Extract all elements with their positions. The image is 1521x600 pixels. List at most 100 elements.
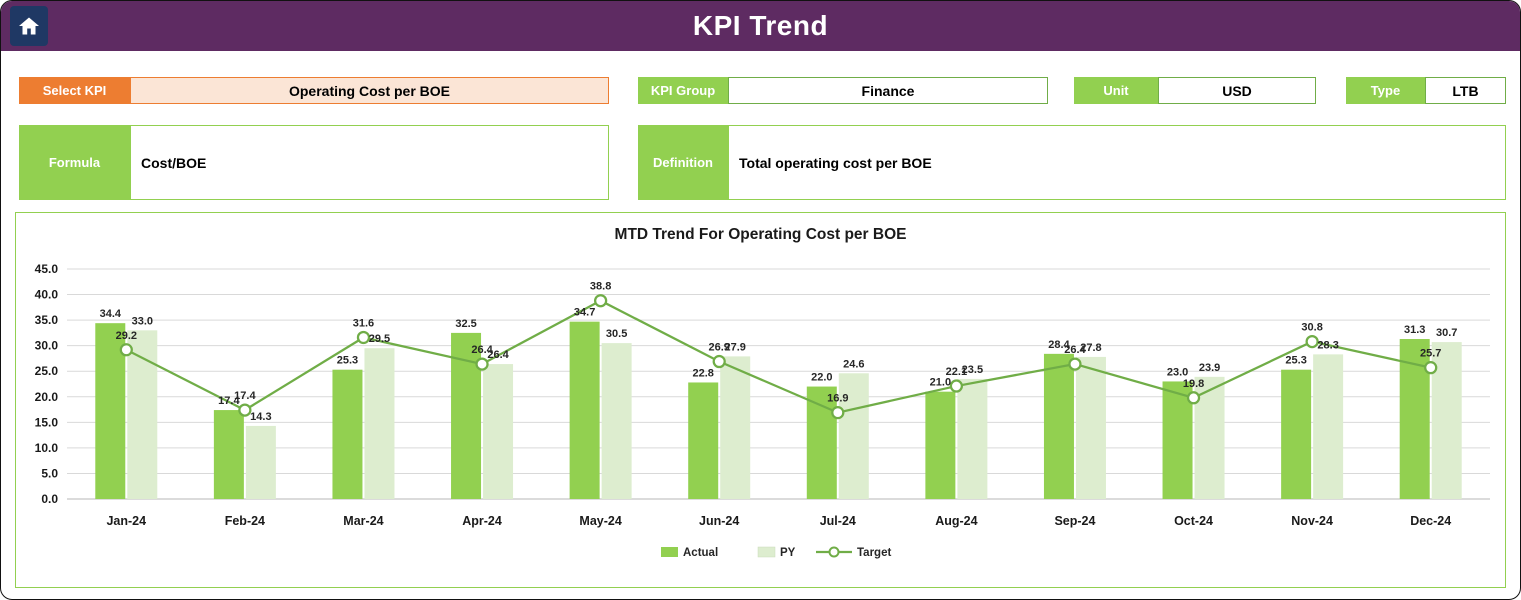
bar-actual (925, 391, 956, 499)
target-marker (594, 294, 608, 308)
target-marker (119, 343, 133, 357)
py-data-label: 27.9 (724, 341, 745, 353)
py-data-label: 24.6 (843, 358, 864, 370)
target-data-label: 38.8 (590, 281, 611, 293)
x-axis-label: Jun-24 (699, 514, 739, 528)
type-label: Type (1346, 77, 1425, 104)
bar-py (957, 378, 988, 499)
page-title: KPI Trend (692, 10, 829, 41)
actual-data-label: 23.0 (1167, 366, 1188, 378)
actual-data-label: 25.3 (1285, 355, 1306, 367)
target-data-label: 22.1 (946, 366, 967, 378)
x-axis-label: Aug-24 (935, 514, 977, 528)
y-axis-tick-label: 10.0 (35, 441, 59, 455)
target-data-label: 17.4 (234, 390, 256, 402)
py-data-label: 23.5 (962, 364, 983, 376)
py-data-label: 28.3 (1317, 339, 1338, 351)
target-marker (356, 330, 371, 345)
target-marker (1424, 361, 1438, 375)
definition-field: Total operating cost per BOE (728, 125, 1506, 200)
legend-label-target: Target (857, 547, 891, 559)
legend-swatch-py (757, 546, 776, 558)
type-field: LTB (1425, 77, 1506, 104)
target-marker (831, 405, 845, 420)
home-icon (19, 17, 39, 35)
target-data-label: 26.9 (708, 342, 729, 354)
target-marker (475, 357, 489, 371)
select-kpi-field[interactable]: Operating Cost per BOE (130, 77, 609, 104)
x-axis-label: Jan-24 (106, 514, 146, 528)
target-data-label: 30.8 (1301, 322, 1322, 334)
kpi-trend-chart: 0.0 5.0 10.0 15.0 20.0 25.0 30.0 35.0 40.0 45.0 34… (35, 262, 1490, 559)
target-marker (712, 354, 726, 369)
actual-data-label: 28.4 (1048, 339, 1070, 351)
actual-data-label: 21.0 (930, 377, 951, 389)
actual-data-label: 31.3 (1404, 324, 1425, 336)
bar-py (720, 356, 751, 499)
target-marker (1305, 334, 1319, 349)
target-data-label: 31.6 (353, 317, 374, 329)
target-marker (238, 403, 252, 417)
target-line (125, 299, 1431, 414)
legend-swatch-actual (661, 547, 678, 557)
x-axis-label: Feb-24 (225, 514, 265, 528)
y-axis-tick-label: 20.0 (35, 390, 59, 404)
py-data-label: 23.9 (1199, 362, 1220, 374)
bar-actual (1043, 353, 1074, 499)
home-button[interactable] (10, 6, 48, 46)
chart-title: MTD Trend For Operating Cost per BOE (614, 226, 907, 243)
target-marker (1186, 391, 1201, 405)
target-data-label: 26.4 (471, 344, 493, 356)
py-data-label: 26.4 (487, 349, 509, 361)
x-axis-label: Mar-24 (343, 514, 383, 528)
header-bar: KPI Trend (1, 1, 1520, 51)
formula-label: Formula (19, 125, 130, 200)
target-marker (1068, 357, 1082, 371)
x-axis-label: Nov-24 (1291, 514, 1333, 528)
x-axis-label: Dec-24 (1410, 514, 1451, 528)
legend-marker-target (828, 546, 840, 558)
actual-data-label: 34.7 (574, 307, 595, 319)
actual-data-label: 25.3 (337, 355, 358, 367)
kpi-group-field: Finance (728, 77, 1048, 104)
x-axis-label: Oct-24 (1174, 514, 1213, 528)
bar-actual (1281, 369, 1312, 499)
target-marker (949, 379, 963, 393)
target-data-label: 25.7 (1420, 348, 1441, 360)
definition-label: Definition (638, 125, 728, 200)
y-axis-tick-label: 25.0 (35, 364, 59, 378)
py-data-label: 29.5 (369, 333, 390, 345)
unit-field: USD (1158, 77, 1316, 104)
bar-actual (688, 382, 719, 499)
bar-py (364, 348, 395, 499)
py-data-label: 14.3 (250, 411, 271, 423)
target-data-label: 19.8 (1183, 378, 1204, 390)
actual-data-label: 32.5 (455, 318, 476, 330)
actual-data-label: 22.8 (692, 367, 713, 379)
y-axis-tick-label: 15.0 (35, 415, 59, 429)
x-axis-label: Sep-24 (1054, 514, 1095, 528)
actual-data-label: 22.0 (811, 372, 832, 384)
actual-data-label: 17.4 (218, 395, 240, 407)
bar-actual (332, 369, 363, 499)
bar-actual (569, 321, 600, 499)
unit-label: Unit (1074, 77, 1158, 104)
x-axis-label: Apr-24 (462, 514, 502, 528)
y-axis-tick-label: 30.0 (35, 339, 59, 353)
y-axis-tick-label: 40.0 (35, 288, 59, 302)
target-data-label: 29.2 (116, 330, 137, 342)
formula-field: Cost/BOE (130, 125, 609, 200)
bar-actual (213, 410, 244, 499)
y-axis-tick-label: 5.0 (41, 466, 58, 480)
bar-actual (1162, 381, 1193, 499)
chart-panel: MTD Trend For Operating Cost per BOE 0.0… (15, 212, 1506, 588)
actual-data-label: 34.4 (100, 308, 122, 320)
py-data-label: 27.8 (1080, 342, 1101, 354)
bar-py (838, 373, 869, 499)
x-axis-label: May-24 (579, 514, 621, 528)
py-data-label: 33.0 (132, 315, 153, 327)
legend-label-actual: Actual (683, 547, 718, 559)
kpi-group-label: KPI Group (638, 77, 728, 104)
bar-py (1313, 354, 1344, 499)
